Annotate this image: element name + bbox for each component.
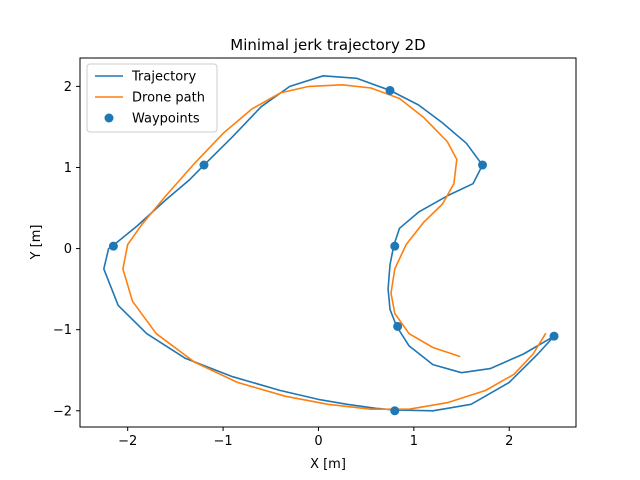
y-tick-label: 0 — [64, 242, 72, 257]
waypoint-marker — [108, 241, 118, 251]
legend-label: Waypoints — [132, 112, 200, 127]
y-axis-label: Y [m] — [29, 225, 44, 261]
waypoint-marker — [199, 160, 209, 170]
x-tick-label: 0 — [314, 434, 322, 449]
legend-label: Trajectory — [131, 70, 196, 85]
x-tick-label: 2 — [505, 434, 513, 449]
x-tick-label: −1 — [213, 434, 232, 449]
y-tick-label: 1 — [64, 161, 72, 176]
y-tick-label: 2 — [64, 80, 72, 95]
waypoint-marker — [478, 160, 488, 170]
chart-title: Minimal jerk trajectory 2D — [230, 36, 425, 54]
waypoint-marker — [385, 85, 395, 95]
series-line-trajectory — [103, 75, 555, 412]
series-line-drone-path — [122, 84, 547, 411]
legend-swatch — [104, 113, 114, 123]
x-tick-label: 1 — [410, 434, 418, 449]
x-tick-label: −2 — [118, 434, 137, 449]
waypoint-marker — [390, 241, 400, 251]
ticks: −2 −1 0 1 2 −2 −1 0 1 2 — [53, 80, 514, 449]
x-axis-label: X [m] — [310, 457, 346, 472]
waypoint-marker — [390, 406, 400, 416]
legend-box — [86, 63, 218, 133]
y-tick-label: −1 — [53, 323, 72, 338]
y-tick-label: −2 — [53, 404, 72, 419]
plot-area — [103, 75, 559, 416]
waypoint-marker — [393, 321, 403, 331]
legend-label: Drone path — [132, 91, 205, 106]
axes-frame — [79, 57, 577, 428]
legend: Trajectory Drone path Waypoints — [86, 63, 218, 133]
waypoint-marker — [549, 331, 559, 341]
